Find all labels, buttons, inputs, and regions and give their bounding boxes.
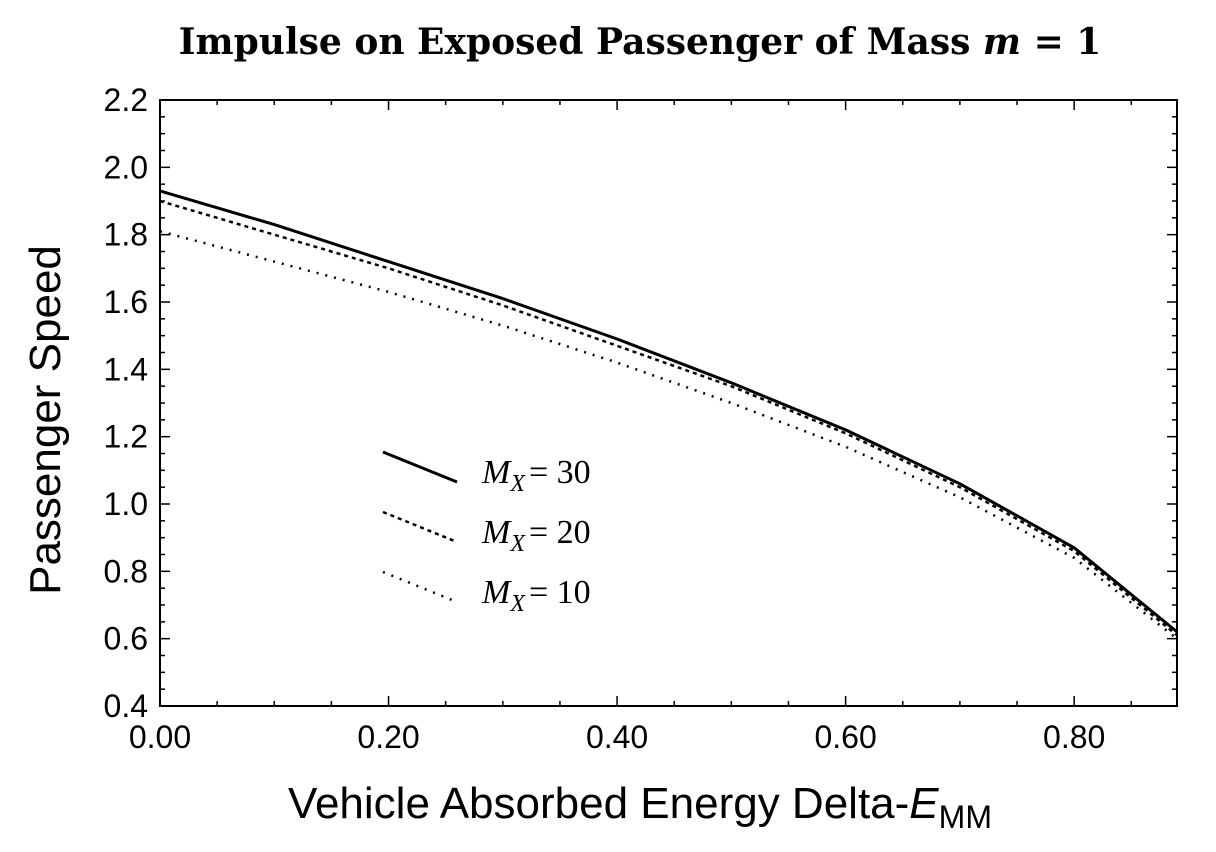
- y-axis-label: Passenger Speed: [21, 245, 70, 595]
- legend-swatch-1: [382, 450, 458, 484]
- series-line-1: [159, 189, 1178, 634]
- x-tick-label: 0.60: [814, 719, 876, 755]
- y-tick-label: 2.2: [104, 82, 148, 118]
- legend-label-3: MX = 10: [481, 574, 591, 617]
- legend-swatch-2: [382, 510, 458, 544]
- y-tick-label: 1.6: [104, 284, 148, 320]
- y-tick-label: 0.6: [104, 621, 148, 657]
- y-tick-label: 1.2: [104, 419, 148, 455]
- plot-frame: [159, 99, 1178, 707]
- x-tick-label: 0.80: [1043, 719, 1105, 755]
- series-line-2: [159, 199, 1178, 637]
- y-tick-label: 0.8: [104, 553, 148, 589]
- x-axis-label: Vehicle Absorbed Energy Delta-EMM: [288, 779, 992, 835]
- y-tick-label: 1.8: [104, 217, 148, 253]
- chart-title: Impulse on Exposed Passenger of Mass m =…: [179, 21, 1102, 63]
- legend-label-2: MX = 20: [481, 514, 591, 557]
- y-tick-label: 0.4: [104, 688, 148, 724]
- x-tick-label: 0.40: [586, 719, 648, 755]
- y-tick-label: 1.0: [104, 486, 148, 522]
- series-line-3: [159, 230, 1178, 640]
- legend-label-1: MX = 30: [481, 454, 591, 497]
- x-tick-label: 0.20: [357, 719, 419, 755]
- legend: MX = 30 MX = 20 MX = 10: [382, 450, 591, 617]
- axis-ticks: [159, 99, 1177, 707]
- y-tick-label: 1.4: [104, 351, 148, 387]
- y-tick-label: 2.0: [104, 149, 148, 185]
- series-lines: [159, 189, 1178, 640]
- x-tick-label: 0.00: [129, 719, 191, 755]
- tick-labels: 0.00 0.20 0.40 0.60 0.80 0.4 0.6 0.8 1.0 1.2 1.4 1.…: [104, 82, 1106, 755]
- legend-swatch-3: [382, 570, 458, 604]
